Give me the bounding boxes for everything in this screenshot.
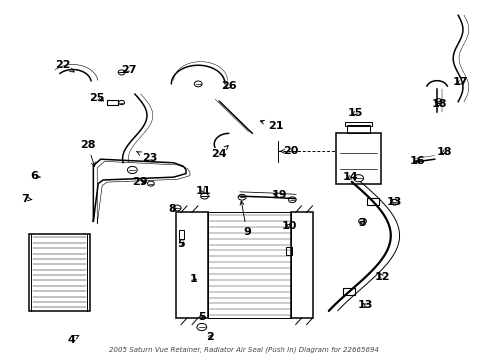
Text: 12: 12	[373, 272, 389, 282]
Text: 18: 18	[431, 99, 447, 109]
Bar	[176, 212, 207, 318]
Text: 15: 15	[347, 108, 363, 118]
Text: 21: 21	[260, 120, 284, 131]
Text: 13: 13	[386, 197, 402, 207]
Bar	[285, 247, 291, 255]
Text: 19: 19	[271, 190, 287, 200]
Bar	[343, 288, 354, 295]
Text: 8: 8	[168, 204, 176, 215]
Text: 28: 28	[80, 140, 95, 166]
Text: 2005 Saturn Vue Retainer, Radiator Air Seal (Push In) Diagram for 22665694: 2005 Saturn Vue Retainer, Radiator Air S…	[109, 346, 379, 353]
Text: 11: 11	[195, 186, 210, 196]
Text: 13: 13	[357, 300, 372, 310]
Bar	[345, 122, 371, 126]
Text: 7: 7	[21, 194, 32, 204]
Bar	[29, 234, 90, 311]
Bar	[207, 212, 290, 318]
Bar	[107, 100, 118, 105]
Text: 23: 23	[136, 152, 157, 163]
Text: 24: 24	[211, 145, 228, 159]
Text: 22: 22	[55, 60, 74, 72]
Text: 1: 1	[189, 274, 197, 284]
Bar	[290, 212, 312, 318]
Text: 25: 25	[89, 93, 104, 103]
Text: 29: 29	[132, 177, 147, 187]
Text: 2: 2	[206, 332, 214, 342]
Text: 5: 5	[197, 312, 205, 322]
Text: 16: 16	[409, 156, 425, 166]
Text: 9: 9	[240, 201, 250, 237]
Text: 14: 14	[342, 172, 358, 182]
Bar	[366, 198, 378, 205]
Bar	[335, 134, 380, 184]
Text: 3: 3	[358, 218, 366, 228]
Text: 17: 17	[451, 77, 467, 87]
Text: 20: 20	[280, 146, 298, 156]
Text: 5: 5	[177, 239, 184, 249]
Text: 27: 27	[121, 64, 136, 75]
Text: 10: 10	[281, 221, 296, 231]
Bar	[179, 230, 184, 239]
Bar	[346, 126, 369, 134]
Text: 4: 4	[67, 334, 79, 345]
Text: 6: 6	[30, 171, 41, 181]
Text: 26: 26	[221, 81, 236, 91]
Text: 18: 18	[436, 147, 451, 157]
